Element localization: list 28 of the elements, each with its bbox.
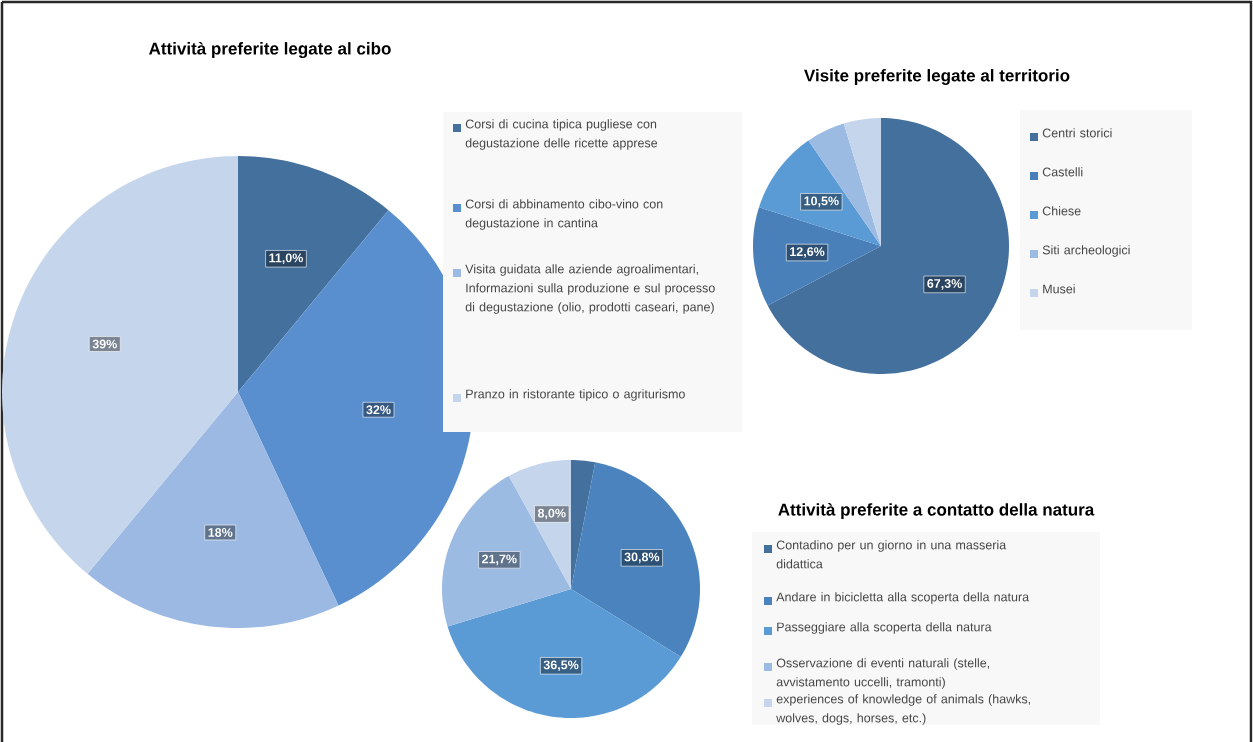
legend-label: Contadino per un giorno in una masseria didattica [776,540,1007,569]
legend-label: Siti archeologici [1042,245,1130,257]
data-label: 32% [366,405,391,415]
data-label: 12,6% [790,247,825,258]
legend-label: Chiese [1042,206,1081,216]
data-label: 18% [208,528,233,537]
legend-label: Musei [1043,284,1075,294]
data-label: 39% [92,339,117,349]
data-label: 36,5% [543,660,579,672]
chart-title: Visite preferite legate al territorio [804,69,1070,85]
data-label: 21,7% [482,554,517,566]
data-label: 10,5% [804,196,839,208]
data-label: 8,0% [537,508,566,520]
legend-label: Osservazione di eventi naturali (stelle, avvistamento uccelli, tramonti) [776,658,990,689]
legend-label: Andare in bicicletta alla scoperta della natura [776,592,1030,604]
legend-label: Pranzo in ristorante tipico o agriturismo [466,389,685,401]
legend-label: Castelli [1042,167,1083,177]
legend-label: Passeggiare alla scoperta della natura [777,622,992,634]
legend-label: Centri storici [1042,128,1112,138]
text: Attività preferite a contatto della natura [778,503,1095,520]
legend-label: Corsi di abbinamento cibo-vino con degustazione in cantina [465,199,663,230]
data-label: 67,3% [927,279,962,290]
legend-label: Visita guidata alle aziende agroalimentari, Informazioni sulla produzione e sul processo di degustazione (olio, prodotti caseari, pane) [465,264,715,314]
data-label: 11,0% [269,253,304,265]
legend-label: experiences of knowledge of animals (hawks, wolves, dogs, horses, etc.) [776,694,1031,725]
data-label: 30,8% [624,552,660,564]
legend-label: Corsi di cucina tipica pugliese con degustazione delle ricette apprese [465,119,658,150]
chart-title: Attività preferite legate al cibo [149,41,391,59]
